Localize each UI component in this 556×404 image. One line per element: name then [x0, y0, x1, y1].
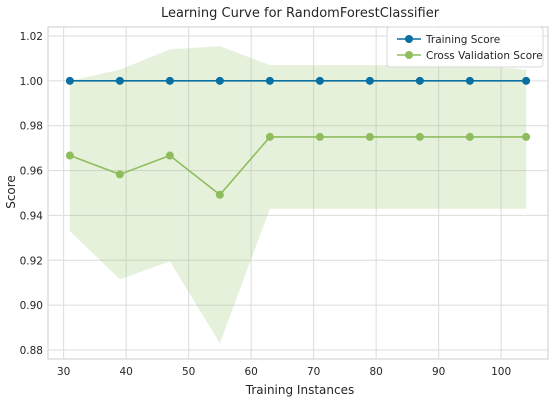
x-tick-label: 80 [369, 366, 382, 378]
y-tick-label: 0.92 [20, 255, 43, 267]
y-tick-label: 1.00 [20, 76, 43, 88]
training-score-point [522, 76, 531, 85]
legend-cv-label: Cross Validation Score [426, 50, 543, 62]
cv-score-point [215, 190, 224, 199]
training-score-point [365, 76, 374, 85]
y-axis-label: Score [4, 175, 18, 209]
training-score-point [215, 76, 224, 85]
x-tick-label: 30 [57, 366, 70, 378]
y-tick-label: 0.96 [20, 166, 44, 178]
y-tick-label: 0.94 [20, 210, 44, 222]
x-tick-label: 100 [491, 366, 511, 378]
training-score-point [115, 76, 124, 85]
x-tick-label: 70 [307, 366, 320, 378]
cv-score-point [365, 132, 374, 141]
y-tick-label: 0.98 [20, 121, 43, 133]
x-tick-label: 90 [432, 366, 445, 378]
training-score-point [265, 76, 274, 85]
y-tick-label: 1.02 [20, 31, 43, 43]
legend-training-marker [405, 35, 413, 43]
legend-box [386, 26, 544, 68]
legend-cv-marker [405, 51, 413, 59]
training-score-point [415, 76, 424, 85]
legend: Training Score Cross Validation Score [386, 26, 544, 68]
tick-layer: 30 40 50 60 70 80 90 100 0.88 0.90 0.92 0.94 0.96 0.9… [20, 31, 512, 378]
chart-title: Learning Curve for RandomForestClassifie… [161, 6, 440, 21]
cv-score-point [315, 132, 324, 141]
cv-score-point [522, 132, 531, 141]
training-score-point [315, 76, 324, 85]
cv-score-point [165, 151, 174, 160]
cv-score-band [69, 46, 527, 344]
y-tick-label: 0.90 [20, 300, 43, 312]
x-tick-label: 40 [119, 366, 132, 378]
series-layer [65, 76, 531, 199]
cv-score-point [65, 151, 74, 160]
training-score-point [165, 76, 174, 85]
cv-score-line [69, 136, 527, 196]
x-tick-label: 60 [244, 366, 257, 378]
cv-score-point [465, 132, 474, 141]
x-tick-label: 50 [182, 366, 195, 378]
cv-score-point [265, 132, 274, 141]
cv-score-point [415, 132, 424, 141]
x-axis-label: Training Instances [245, 383, 354, 397]
training-score-point [465, 76, 474, 85]
legend-training-label: Training Score [425, 34, 500, 46]
band-layer [69, 46, 527, 344]
training-score-point [65, 76, 74, 85]
cv-score-point [115, 170, 124, 179]
plot-area [47, 26, 549, 360]
y-tick-label: 0.88 [20, 345, 43, 357]
